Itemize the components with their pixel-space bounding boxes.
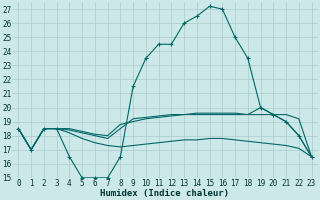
X-axis label: Humidex (Indice chaleur): Humidex (Indice chaleur): [100, 189, 229, 198]
